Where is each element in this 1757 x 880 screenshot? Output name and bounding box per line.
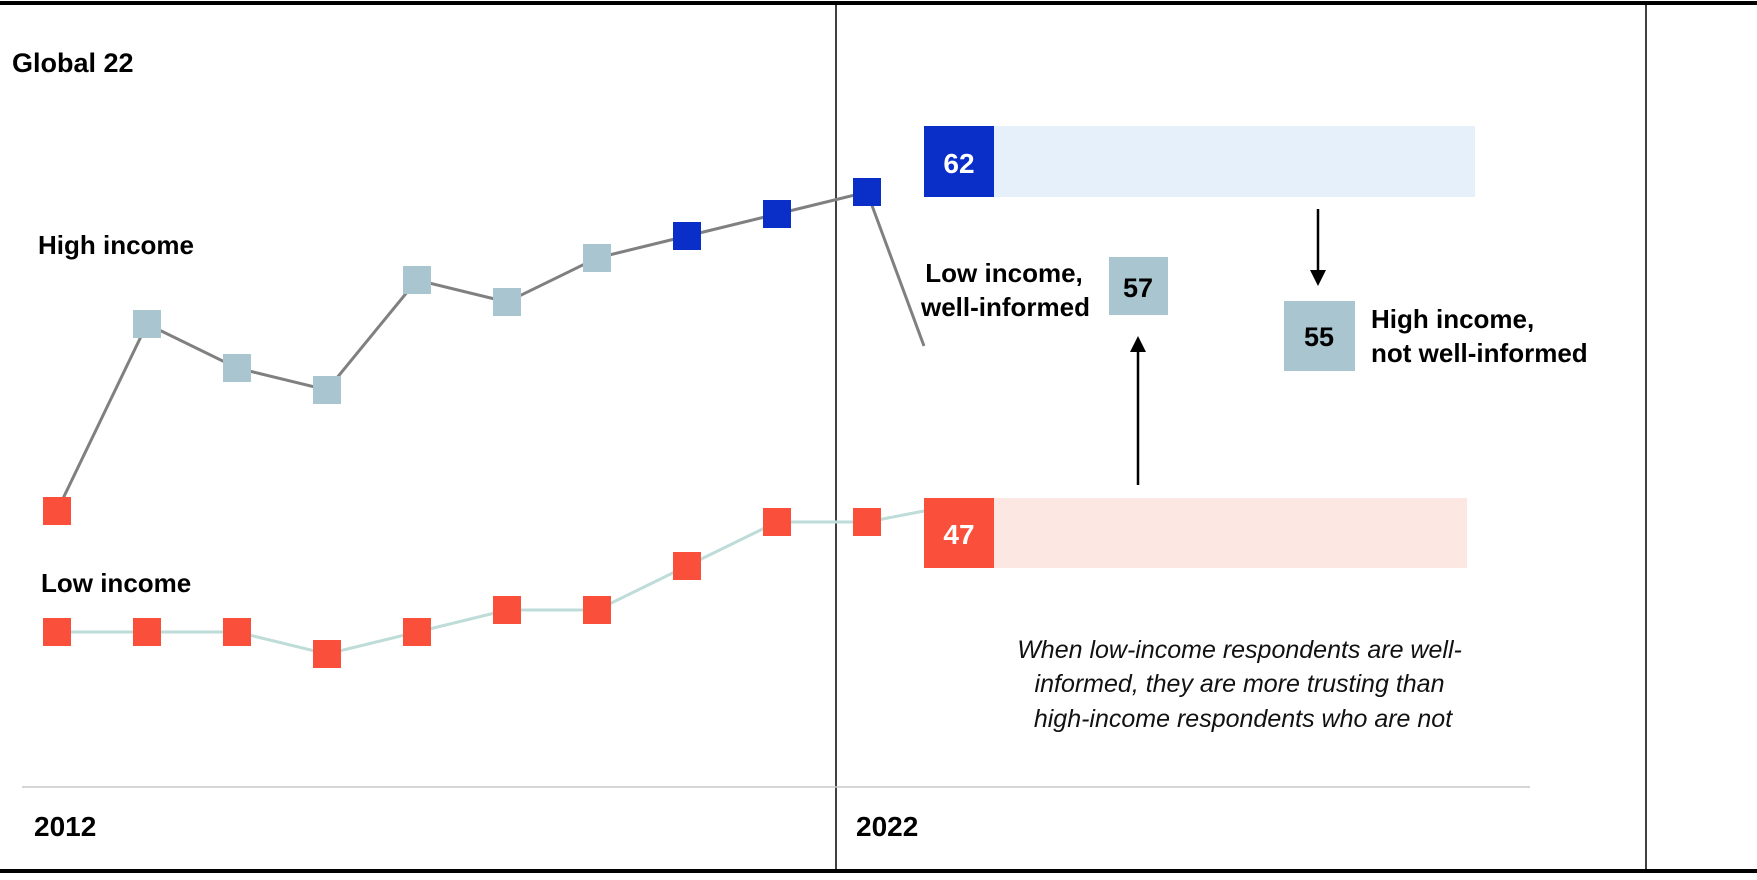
insight-note: When low-income respondents are well- in…	[1017, 636, 1469, 733]
high-income-point	[133, 310, 161, 338]
callout-low-informed-badge	[1109, 257, 1168, 315]
high-income-point	[43, 497, 71, 525]
low-income-point	[403, 618, 431, 646]
high-income-point	[223, 354, 251, 382]
low-income-point	[673, 552, 701, 580]
low-income-point	[493, 596, 521, 624]
arrow-up-head-icon	[1130, 336, 1146, 352]
callout-high-not-informed-line-1: High income,	[1371, 304, 1534, 334]
callout-low-informed-line-1: Low income,	[925, 258, 1082, 288]
callout-high-not-informed-badge	[1284, 301, 1355, 371]
low-income-point	[763, 508, 791, 536]
chart-title: Global 22	[12, 48, 134, 78]
low-income-point	[43, 618, 71, 646]
low-income-2022-badge	[924, 498, 994, 568]
insight-note-line-1: When low-income respondents are well-	[1017, 636, 1462, 664]
high-income-point	[403, 266, 431, 294]
series-label-high-income: High income	[38, 230, 194, 260]
low-income-point	[853, 508, 881, 536]
x-end-label: 2022	[856, 811, 918, 842]
high-income-bar	[924, 126, 1475, 197]
arrow-down-head-icon	[1310, 270, 1326, 286]
high-income-point	[853, 178, 881, 206]
high-income-2022-badge	[924, 126, 994, 197]
high-income-point	[493, 288, 521, 316]
high-income-point	[763, 200, 791, 228]
low-income-point	[223, 618, 251, 646]
insight-note-line-2: informed, they are more trusting than	[1035, 670, 1445, 698]
low-income-point	[583, 596, 611, 624]
low-income-2022-value: 47	[943, 519, 974, 550]
callout-high-not-informed-label: High income, not well-informed	[1371, 304, 1588, 368]
high-income-point	[583, 244, 611, 272]
insight-note-line-3: high-income respondents who are not	[1034, 705, 1453, 733]
low-income-point	[133, 618, 161, 646]
high-income-point	[673, 222, 701, 250]
series-label-low-income: Low income	[41, 568, 191, 598]
callout-high-not-informed-value: 55	[1304, 322, 1334, 352]
callout-low-informed-line-2: well-informed	[920, 292, 1090, 322]
low-income-point	[313, 640, 341, 668]
high-income-point	[313, 376, 341, 404]
callout-low-informed-label: Low income, well-informed	[920, 258, 1090, 322]
x-start-label: 2012	[34, 811, 96, 842]
low-income-bar	[924, 498, 1467, 568]
callout-high-not-informed-line-2: not well-informed	[1371, 338, 1588, 368]
series-low-income	[43, 508, 925, 668]
high-income-2022-value: 62	[943, 148, 974, 179]
series-high-income	[43, 178, 926, 525]
callout-low-informed-value: 57	[1123, 273, 1153, 303]
